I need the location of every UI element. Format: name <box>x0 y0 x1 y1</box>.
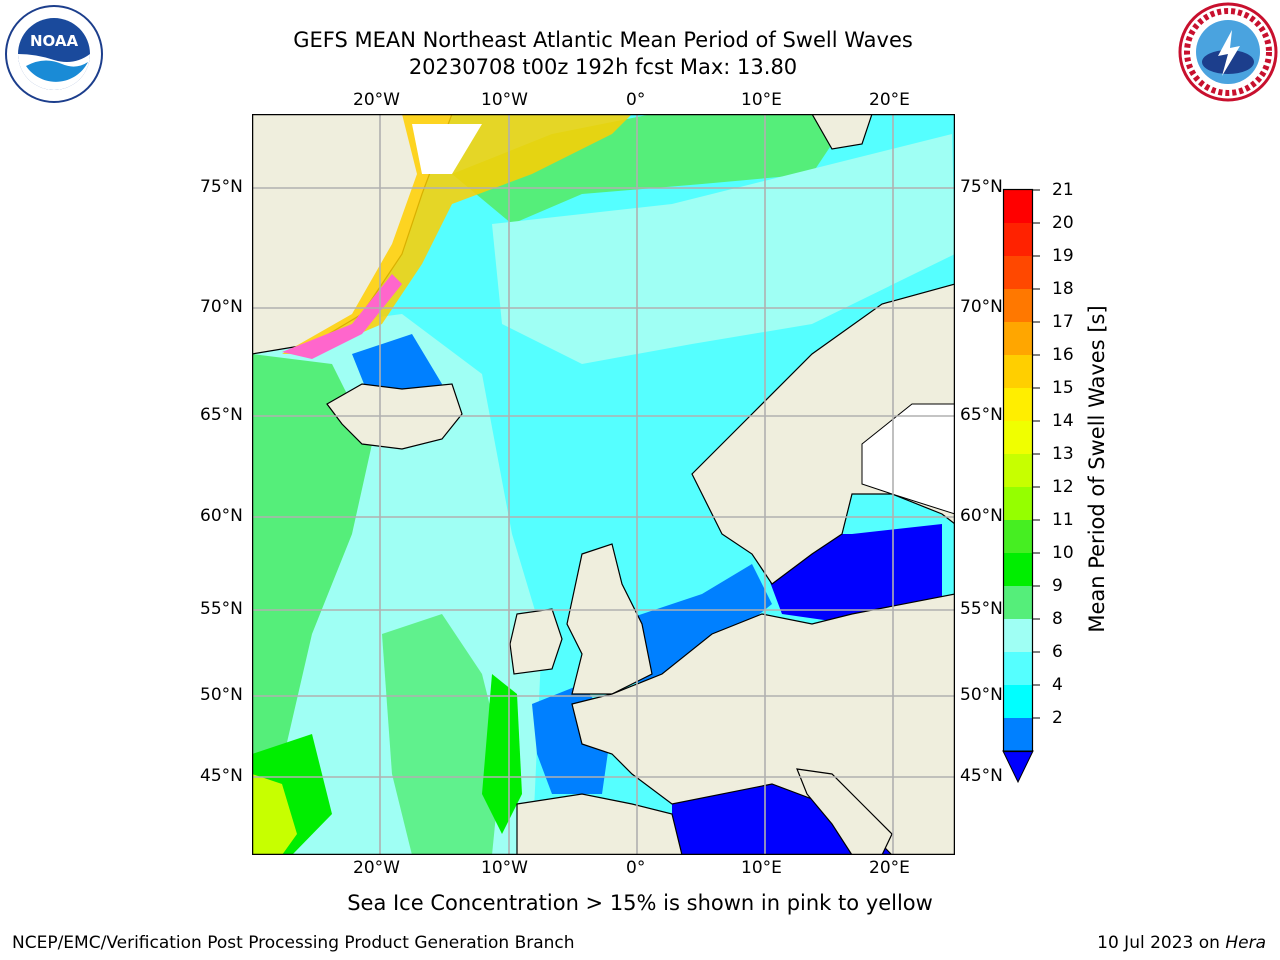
colorbar-frame <box>1002 188 1034 753</box>
colorbar-tick-label: 18 <box>1052 279 1074 299</box>
ocean-band-10-11s-central <box>482 674 522 834</box>
noaa-logo: NOAA <box>5 5 103 103</box>
colorbar-tick-label: 9 <box>1052 576 1063 596</box>
lat-label-right-45n: 45°N <box>960 766 1003 786</box>
colorbar-segment <box>1004 322 1032 356</box>
lon-label-top-20e: 20°E <box>869 90 910 110</box>
colorbar-segment <box>1004 289 1032 323</box>
lat-label-left-55n: 55°N <box>200 599 243 619</box>
lat-label-right-60n: 60°N <box>960 506 1003 526</box>
gulf-of-bothnia-white <box>861 403 955 515</box>
swell-period-map <box>252 114 955 855</box>
page-title: GEFS MEAN Northeast Atlantic Mean Period… <box>293 28 913 52</box>
lon-label-top-10e: 10°E <box>741 90 782 110</box>
colorbar-tick-label: 11 <box>1052 510 1074 530</box>
footer-host: Hera <box>1225 933 1266 953</box>
colorbar-segment <box>1004 256 1032 290</box>
lon-label-top-10w: 10°W <box>481 90 528 110</box>
colorbar-tick-label: 14 <box>1052 411 1074 431</box>
lat-label-left-60n: 60°N <box>200 506 243 526</box>
lat-label-left-70n: 70°N <box>200 297 243 317</box>
lat-label-right-75n: 75°N <box>960 177 1003 197</box>
colorbar-tick-label: 19 <box>1052 246 1074 266</box>
colorbar-segment <box>1004 487 1032 521</box>
colorbar-segment <box>1004 652 1032 686</box>
colorbar <box>1002 188 1040 784</box>
colorbar-segment <box>1004 553 1032 587</box>
colorbar-segment <box>1004 520 1032 554</box>
footer-date: 10 Jul 2023 on <box>1097 933 1220 953</box>
lon-label-top-20w: 20°W <box>353 90 400 110</box>
colorbar-tick-label: 8 <box>1052 609 1063 629</box>
colorbar-segment <box>1004 355 1032 389</box>
continental-europe-land <box>571 593 955 855</box>
colorbar-segment <box>1004 619 1032 653</box>
svalbard-land <box>811 114 873 150</box>
ocean-band-norwegian-sea <box>492 134 955 364</box>
colorbar-tick-label: 20 <box>1052 213 1074 233</box>
lat-label-right-55n: 55°N <box>960 599 1003 619</box>
lon-label-bottom-20e: 20°E <box>869 858 910 878</box>
great-britain-land <box>566 543 653 695</box>
colorbar-tick-label: 21 <box>1052 180 1074 200</box>
lon-label-bottom-20w: 20°W <box>353 858 400 878</box>
lat-label-right-65n: 65°N <box>960 405 1003 425</box>
colorbar-label: Mean Period of Swell Waves [s] <box>1085 305 1109 633</box>
lat-label-left-65n: 65°N <box>200 405 243 425</box>
low-period-mediterranean <box>672 784 892 855</box>
colorbar-segment <box>1004 454 1032 488</box>
sea-ice-caption: Sea Ice Concentration > 15% is shown in … <box>347 891 933 915</box>
lat-label-left-45n: 45°N <box>200 766 243 786</box>
map-frame <box>252 114 955 855</box>
lon-label-bottom-10w: 10°W <box>481 858 528 878</box>
lat-label-right-70n: 70°N <box>960 297 1003 317</box>
colorbar-segment <box>1004 388 1032 422</box>
lat-label-right-50n: 50°N <box>960 685 1003 705</box>
colorbar-tick-label: 2 <box>1052 708 1063 728</box>
colorbar-segment <box>1004 190 1032 224</box>
ice-free-white-patch <box>412 124 482 174</box>
lon-label-top-0: 0° <box>626 90 646 110</box>
colorbar-tick-label: 15 <box>1052 378 1074 398</box>
low-period-north-sea <box>612 564 772 684</box>
sea-ice-edge-pink <box>282 274 402 359</box>
colorbar-tick-label: 16 <box>1052 345 1074 365</box>
colorbar-tick-label: 10 <box>1052 543 1074 563</box>
lon-label-bottom-10e: 10°E <box>741 858 782 878</box>
colorbar-tick-label: 4 <box>1052 675 1063 695</box>
colorbar-extend-triangle <box>1002 750 1034 784</box>
colorbar-segment <box>1004 718 1032 752</box>
noaa-logo-text: NOAA <box>30 32 79 50</box>
national-weather-service-logo <box>1178 2 1278 102</box>
forecast-subtitle: 20230708 t00z 192h fcst Max: 13.80 <box>408 55 798 79</box>
ireland-land <box>509 608 563 675</box>
italy-land <box>796 768 893 855</box>
colorbar-segment <box>1004 586 1032 620</box>
colorbar-tick-label: 17 <box>1052 312 1074 332</box>
sea-ice-belt <box>282 114 632 354</box>
ocean-band-9-10s-central <box>382 614 502 855</box>
colorbar-tick-label: 13 <box>1052 444 1074 464</box>
ocean-band-12-14s <box>252 774 297 855</box>
colorbar-tick-label: 12 <box>1052 477 1074 497</box>
footer-credit: NCEP/EMC/Verification Post Processing Pr… <box>12 933 575 953</box>
colorbar-segment <box>1004 685 1032 719</box>
lat-label-left-50n: 50°N <box>200 685 243 705</box>
lon-label-bottom-0: 0° <box>626 858 646 878</box>
colorbar-segment <box>1004 223 1032 257</box>
iberia-land <box>516 793 683 855</box>
colorbar-tick-label: 6 <box>1052 642 1063 662</box>
footer-timestamp: 10 Jul 2023 on Hera <box>1097 933 1266 953</box>
graticule <box>252 114 955 855</box>
lat-label-left-75n: 75°N <box>200 177 243 197</box>
colorbar-segment <box>1004 421 1032 455</box>
ocean-band-9-10s-west <box>252 354 372 814</box>
